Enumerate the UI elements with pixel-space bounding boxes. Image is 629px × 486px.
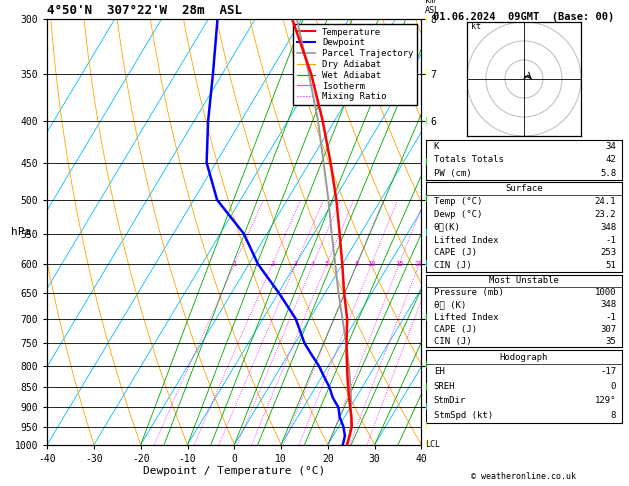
Text: CIN (J): CIN (J)	[433, 261, 471, 270]
Text: θᴄ (K): θᴄ (K)	[433, 300, 466, 310]
Text: StmSpd (kt): StmSpd (kt)	[433, 411, 493, 420]
Text: km
ASL: km ASL	[425, 0, 440, 15]
Text: θᴄ(K): θᴄ(K)	[433, 223, 460, 232]
Text: 348: 348	[600, 300, 616, 310]
Text: I: I	[425, 362, 427, 370]
Text: 129°: 129°	[594, 397, 616, 405]
Text: 3: 3	[294, 261, 298, 267]
Text: 5: 5	[325, 261, 329, 267]
Text: © weatheronline.co.uk: © weatheronline.co.uk	[472, 472, 576, 481]
Text: 20: 20	[415, 261, 423, 267]
Text: -1: -1	[606, 236, 616, 244]
Text: Hodograph: Hodograph	[500, 353, 548, 362]
Text: 51: 51	[606, 261, 616, 270]
Text: 23.2: 23.2	[594, 210, 616, 219]
Text: 5.8: 5.8	[600, 169, 616, 178]
Text: Surface: Surface	[505, 184, 543, 193]
Text: I: I	[425, 229, 427, 238]
X-axis label: Dewpoint / Temperature (°C): Dewpoint / Temperature (°C)	[143, 467, 325, 476]
Text: 307: 307	[600, 325, 616, 334]
Text: I: I	[425, 314, 427, 323]
Text: I: I	[425, 383, 427, 392]
Text: I: I	[425, 440, 427, 449]
Text: CAPE (J): CAPE (J)	[433, 248, 477, 258]
Text: I: I	[425, 195, 427, 205]
Text: 8: 8	[611, 411, 616, 420]
Text: I: I	[425, 403, 427, 412]
Text: StmDir: StmDir	[433, 397, 466, 405]
Text: 4: 4	[311, 261, 315, 267]
Text: Temp (°C): Temp (°C)	[433, 197, 482, 206]
Text: EH: EH	[433, 367, 445, 376]
Text: Dewp (°C): Dewp (°C)	[433, 210, 482, 219]
Text: 0: 0	[611, 382, 616, 391]
Text: 10: 10	[367, 261, 376, 267]
Text: 1000: 1000	[594, 288, 616, 297]
Text: 4°50'N  307°22'W  28m  ASL: 4°50'N 307°22'W 28m ASL	[47, 4, 242, 17]
Text: 42: 42	[606, 156, 616, 164]
Text: Lifted Index: Lifted Index	[433, 236, 498, 244]
Text: I: I	[425, 117, 427, 125]
Text: CAPE (J): CAPE (J)	[433, 325, 477, 334]
Text: 1: 1	[232, 261, 237, 267]
Text: 15: 15	[395, 261, 403, 267]
Text: 348: 348	[600, 223, 616, 232]
Text: 01.06.2024  09GMT  (Base: 00): 01.06.2024 09GMT (Base: 00)	[433, 12, 615, 22]
Text: 253: 253	[600, 248, 616, 258]
Text: I: I	[425, 158, 427, 167]
Text: Lifted Index: Lifted Index	[433, 312, 498, 322]
Text: 8: 8	[355, 261, 359, 267]
Text: K: K	[433, 142, 439, 151]
Text: CIN (J): CIN (J)	[433, 337, 471, 346]
Text: kt: kt	[470, 22, 481, 32]
Text: I: I	[425, 260, 427, 269]
Text: I: I	[425, 422, 427, 431]
Text: LCL: LCL	[425, 440, 440, 449]
Text: Pressure (mb): Pressure (mb)	[433, 288, 504, 297]
Text: 2: 2	[270, 261, 274, 267]
Text: SREH: SREH	[433, 382, 455, 391]
Text: I: I	[425, 15, 427, 24]
Text: Most Unstable: Most Unstable	[489, 276, 559, 285]
Text: PW (cm): PW (cm)	[433, 169, 471, 178]
Text: I: I	[425, 69, 427, 78]
Text: -17: -17	[600, 367, 616, 376]
Text: hPa: hPa	[11, 227, 31, 237]
Text: -1: -1	[606, 312, 616, 322]
Text: 24.1: 24.1	[594, 197, 616, 206]
Text: 34: 34	[606, 142, 616, 151]
Legend: Temperature, Dewpoint, Parcel Trajectory, Dry Adiabat, Wet Adiabat, Isotherm, Mi: Temperature, Dewpoint, Parcel Trajectory…	[293, 24, 417, 105]
Text: Totals Totals: Totals Totals	[433, 156, 504, 164]
Text: 35: 35	[606, 337, 616, 346]
